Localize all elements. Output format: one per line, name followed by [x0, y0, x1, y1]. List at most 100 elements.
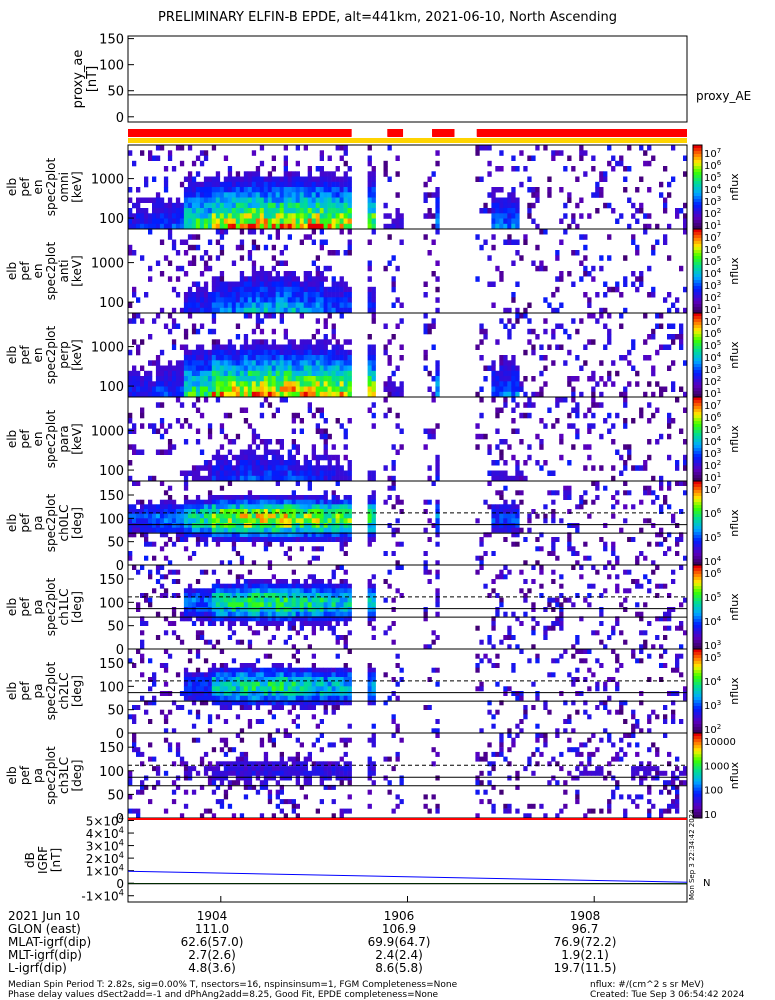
- spectrogram-cell: [239, 360, 245, 366]
- spectrogram-cell: [303, 616, 308, 622]
- spectrogram-cell: [291, 349, 296, 356]
- spectrogram-cell: [183, 495, 189, 500]
- spectrogram-cell: [144, 709, 149, 715]
- spectrogram-cell: [571, 218, 576, 224]
- spectrogram-cell: [515, 318, 520, 324]
- spectrogram-cell: [327, 202, 332, 209]
- colorbar-swatch: [693, 499, 702, 503]
- spectrogram-cell: [231, 523, 237, 528]
- spectrogram-cell: [511, 360, 516, 366]
- spectrogram-cell: [619, 323, 624, 329]
- spectrogram-cell: [371, 504, 376, 510]
- spectrogram-cell: [651, 250, 656, 256]
- spectrogram-cell: [211, 607, 217, 612]
- spectrogram-cell: [651, 412, 656, 419]
- spectrogram-cell: [295, 145, 300, 151]
- spectrogram-cell: [343, 160, 348, 167]
- spectrogram-cell: [475, 555, 480, 561]
- spectrogram-cell: [303, 607, 308, 612]
- colorbar-tick-label: 106: [704, 327, 722, 340]
- spectrogram-cell: [159, 513, 165, 519]
- spectrogram-cell: [207, 499, 213, 505]
- spectrogram-cell: [495, 444, 500, 450]
- spectrogram-cell: [307, 475, 312, 482]
- spectrogram-cell: [551, 551, 556, 556]
- spectrogram-cell: [371, 365, 376, 371]
- spectrogram-cell: [239, 532, 245, 538]
- spectrogram-cell: [191, 465, 197, 471]
- spectrogram-cell: [563, 360, 568, 366]
- spectrogram-cell: [307, 365, 312, 371]
- spectrogram-cell: [327, 513, 332, 519]
- spectrogram-cell: [647, 490, 652, 496]
- spectrogram-cell: [643, 490, 648, 496]
- spectrogram-cell: [311, 292, 316, 298]
- spectrogram-cell: [611, 465, 616, 471]
- spectrogram-cell: [319, 407, 324, 413]
- spectrogram-cell: [183, 588, 189, 594]
- spectrogram-cell: [199, 360, 205, 366]
- spectrogram-cell: [191, 475, 197, 482]
- spectrogram-cell: [275, 686, 280, 692]
- spectrogram-cell: [551, 621, 556, 626]
- spectrogram-cell: [315, 495, 320, 500]
- spectrogram-cell: [235, 376, 241, 382]
- spectrogram-cell: [323, 381, 328, 387]
- spectrogram-cell: [267, 523, 273, 528]
- spectrogram-cell: [339, 307, 344, 314]
- spectrogram-cell: [199, 700, 205, 706]
- spectrogram-cell: [607, 635, 612, 640]
- spectrogram-cell: [339, 313, 344, 319]
- spectrogram-cell: [291, 527, 296, 533]
- spectrogram-cell: [371, 607, 376, 612]
- spectrogram-cell: [159, 370, 165, 377]
- spectrogram-cell: [287, 365, 292, 371]
- spectrogram-cell: [307, 355, 312, 361]
- spectrogram-cell: [391, 276, 396, 282]
- spectrogram-cell: [435, 423, 440, 429]
- colorbar-swatch: [693, 169, 702, 173]
- spectrogram-cell: [667, 412, 672, 419]
- spectrogram-cell: [247, 700, 253, 706]
- y-axis-label: en: [31, 348, 45, 363]
- colorbar-swatch: [693, 619, 702, 623]
- spectrogram-cell: [148, 370, 153, 377]
- spectrogram-cell: [331, 527, 336, 533]
- spectrogram-cell: [659, 504, 664, 510]
- spectrogram-cell: [327, 523, 332, 528]
- spectrogram-cell: [239, 705, 245, 710]
- spectrogram-cell: [271, 376, 276, 382]
- spectrogram-cell: [255, 166, 261, 172]
- spectrogram-cell: [323, 297, 328, 303]
- spectrogram-cell: [527, 328, 532, 335]
- spectrogram-cell: [243, 677, 249, 682]
- colorbar-swatch: [693, 388, 702, 392]
- spectrogram-cell: [307, 560, 312, 566]
- spectrogram-cell: [307, 407, 312, 413]
- spectrogram-cell: [335, 355, 340, 361]
- spectrogram-cell: [148, 218, 153, 224]
- spectrogram-cell: [187, 244, 193, 251]
- spectrogram-cell: [267, 271, 273, 277]
- spectrogram-cell: [263, 276, 269, 282]
- spectrogram-cell: [323, 465, 328, 471]
- spectrogram-cell: [491, 470, 496, 476]
- spectrogram-cell: [327, 349, 332, 356]
- spectrogram-cell: [387, 223, 392, 230]
- spectrogram-cell: [343, 223, 348, 230]
- spectrogram-cell: [331, 602, 336, 608]
- spectrogram-cell: [387, 386, 392, 392]
- spectrogram-cell: [287, 546, 292, 552]
- spectrogram-cell: [187, 307, 193, 314]
- spectrogram-cell: [335, 386, 340, 392]
- spectrogram-cell: [167, 391, 173, 398]
- spectrogram-cell: [295, 481, 300, 486]
- spectrogram-cell: [311, 588, 316, 594]
- spectrogram-cell: [128, 208, 133, 214]
- spectrogram-cell: [271, 223, 276, 230]
- spectrogram-cell: [299, 537, 304, 542]
- spectrogram-cell: [183, 391, 189, 398]
- spectrogram-cell: [531, 391, 536, 398]
- spectrogram-cell: [263, 192, 269, 198]
